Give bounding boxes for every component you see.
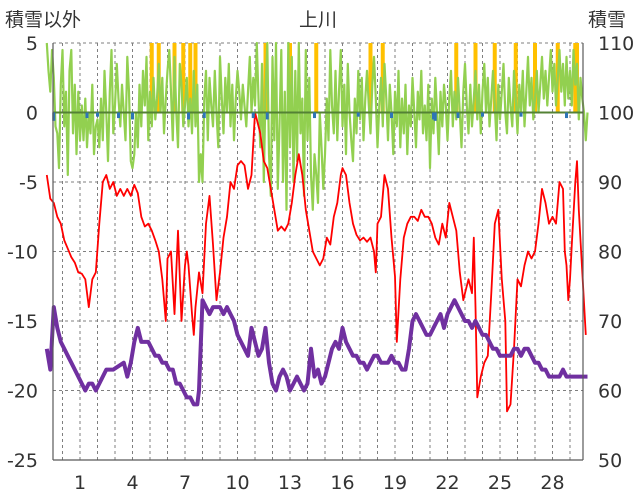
right-tick-label: 100	[598, 103, 634, 125]
blue-bar	[265, 112, 269, 120]
orange-bar	[492, 43, 497, 113]
blue-bar	[52, 112, 56, 121]
blue-bar	[117, 112, 120, 119]
blue-bar	[202, 112, 206, 119]
blue-bar	[390, 112, 393, 119]
orange-bar	[181, 43, 186, 113]
x-tick-label: 28	[540, 472, 564, 494]
left-tick-label: 0	[26, 103, 38, 125]
orange-bar	[314, 43, 319, 113]
right-tick-label: 60	[598, 381, 622, 403]
x-tick-label: 1	[74, 472, 86, 494]
blue-bar	[433, 112, 437, 121]
x-tick-label: 10	[225, 472, 249, 494]
orange-bar	[513, 43, 518, 113]
orange-bar	[533, 43, 537, 113]
blue-bar	[85, 112, 89, 119]
x-tick-label: 25	[488, 472, 512, 494]
orange-bar	[368, 43, 373, 113]
blue-bar	[96, 112, 99, 117]
left-tick-label: -20	[7, 381, 38, 403]
blue-bar	[313, 112, 316, 119]
x-tick-label: 19	[383, 472, 407, 494]
orange-bar	[380, 43, 385, 113]
x-tick-label: 16	[330, 472, 354, 494]
blue-bar	[565, 112, 568, 119]
blue-bar	[432, 112, 435, 120]
right-tick-label: 90	[598, 172, 622, 194]
purple-line	[44, 298, 588, 407]
right-axis-title: 積雪	[588, 9, 626, 31]
left-axis-title: 積雪以外	[5, 9, 81, 31]
blue-bar	[519, 112, 523, 117]
x-tick-label: 22	[435, 472, 459, 494]
chart-title: 上川	[299, 9, 337, 31]
blue-bar	[131, 112, 134, 120]
orange-bar	[149, 43, 154, 113]
left-tick-label: -5	[19, 172, 38, 194]
orange-bar	[454, 43, 459, 113]
right-tick-label: 70	[598, 311, 622, 333]
axes	[52, 43, 584, 461]
left-tick-label: 5	[26, 33, 38, 55]
left-tick-label: -15	[7, 311, 38, 333]
orange-bar	[193, 43, 198, 113]
series-lines	[44, 41, 589, 413]
x-tick-label: 4	[126, 472, 138, 494]
blue-bar	[356, 112, 360, 117]
right-tick-label: 50	[598, 450, 622, 472]
blue-bar	[456, 112, 460, 119]
orange-bar	[288, 43, 292, 113]
orange-bar	[188, 43, 193, 113]
blue-bar	[187, 112, 190, 120]
right-tick-label: 110	[598, 33, 634, 55]
right-tick-label: 80	[598, 242, 622, 264]
blue-bars	[52, 112, 568, 121]
x-tick-label: 7	[179, 472, 191, 494]
left-tick-label: -25	[7, 450, 38, 472]
x-tick-label: 13	[278, 472, 302, 494]
left-tick-label: -10	[7, 242, 38, 264]
blue-bar	[481, 112, 484, 117]
blue-bar	[251, 112, 255, 119]
red-line	[45, 111, 587, 413]
